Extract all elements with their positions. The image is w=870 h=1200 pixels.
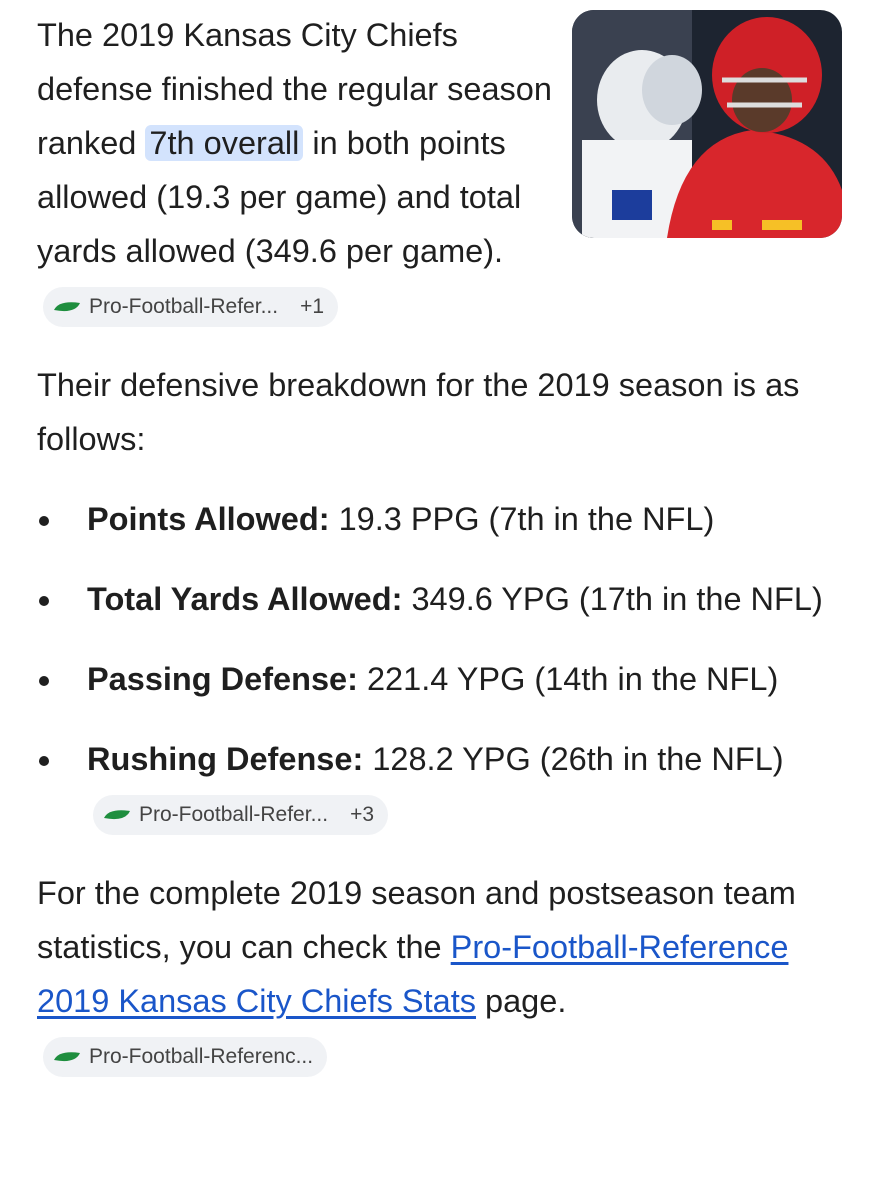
item-text: 128.2 YPG (26th in the NFL): [363, 741, 784, 777]
closing-text: For the complete 2019 season and postsea…: [37, 875, 796, 965]
item-label: Total Yards Allowed:: [87, 581, 403, 617]
item-label: Passing Defense:: [87, 661, 358, 697]
source-more: +1: [300, 295, 325, 319]
source-chip[interactable]: Pro-Football-Refer... +3: [93, 795, 389, 836]
list-item: Points Allowed: 19.3 PPG (7th in the NFL…: [39, 492, 840, 546]
overview: The 2019 Kansas City Chiefs defense fini…: [37, 8, 842, 1082]
source-icon: [54, 1052, 80, 1062]
intro-paragraph: The 2019 Kansas City Chiefs defense fini…: [37, 8, 842, 332]
source-more: +3: [350, 803, 375, 827]
source-label: Pro-Football-Refer...: [139, 803, 329, 827]
list-item: Passing Defense: 221.4 YPG (14th in the …: [39, 652, 840, 706]
item-text: 349.6 YPG (17th in the NFL): [402, 581, 823, 617]
source-icon: [54, 302, 80, 312]
closing-text: page.: [475, 983, 567, 1019]
closing-paragraph: For the complete 2019 season and postsea…: [37, 866, 840, 1082]
list-item: Rushing Defense: 128.2 YPG (26th in the …: [39, 732, 840, 840]
item-text: 221.4 YPG (14th in the NFL): [357, 661, 779, 697]
breakdown-intro: Their defensive breakdown for the 2019 s…: [37, 367, 800, 457]
intro-text: The 2019 Kansas City Chiefs defense fini…: [37, 17, 552, 161]
intro-text: in both points allowed (19.3 per game) a…: [37, 125, 522, 269]
source-chip[interactable]: Pro-Football-Refer... +1: [43, 287, 339, 328]
source-label: Pro-Football-Refer...: [89, 295, 279, 319]
breakdown-list: Points Allowed: 19.3 PPG (7th in the NFL…: [37, 492, 840, 840]
item-text: 19.3 PPG (7th in the NFL): [329, 501, 715, 537]
source-label: Pro-Football-Referenc...: [89, 1045, 314, 1069]
source-icon: [104, 810, 130, 820]
item-label: Rushing Defense:: [87, 741, 364, 777]
highlight: 7th overall: [145, 125, 304, 161]
list-item: Total Yards Allowed: 349.6 YPG (17th in …: [39, 572, 840, 626]
photo[interactable]: [572, 10, 842, 238]
stats-link[interactable]: Pro-Football-Reference 2019 Kansas City …: [37, 929, 789, 1019]
source-chip[interactable]: Pro-Football-Referenc...: [43, 1037, 328, 1078]
leaf: [104, 810, 130, 820]
item-label: Points Allowed:: [87, 501, 330, 537]
